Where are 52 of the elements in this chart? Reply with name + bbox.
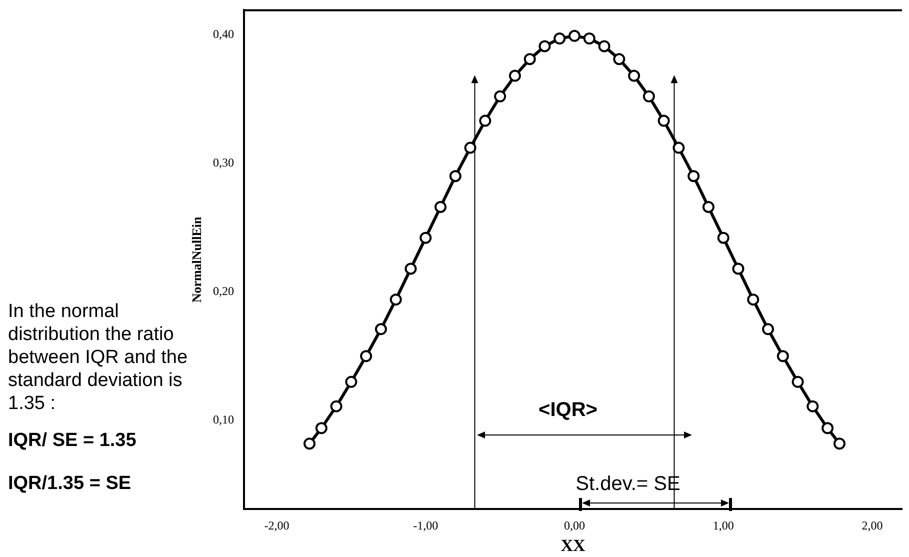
point <box>583 32 596 44</box>
point <box>822 422 834 434</box>
point <box>434 200 447 213</box>
x-axis-title: XX <box>560 536 586 556</box>
point <box>374 323 387 336</box>
point <box>833 438 846 450</box>
point <box>330 400 342 412</box>
point <box>345 376 358 388</box>
y-tick-label: 0,10 <box>213 412 234 427</box>
point <box>304 438 316 450</box>
point <box>776 350 789 362</box>
point <box>404 262 417 275</box>
point <box>658 114 670 127</box>
x-tick-label: -1,00 <box>413 518 438 533</box>
point <box>420 232 432 244</box>
y-axis-title: NormalNullEin <box>189 216 204 303</box>
point <box>554 32 566 44</box>
point <box>464 142 476 154</box>
text: In the normal distribution the ratio between IQR and the standard deviation is 1.35 : <box>8 301 188 414</box>
text: IQR/1.35 = SE <box>8 472 132 495</box>
point <box>732 262 744 275</box>
text: IQR/ SE = 1.35 <box>8 429 138 452</box>
point <box>360 350 372 362</box>
x-tick-label: -2,00 <box>264 518 290 533</box>
point <box>315 422 328 434</box>
y-tick-label: 0,30 <box>213 155 234 170</box>
point <box>508 70 521 82</box>
point <box>479 114 492 127</box>
point <box>702 200 714 213</box>
point <box>598 40 610 52</box>
y-tick-label: 0,40 <box>213 26 234 41</box>
point <box>672 142 685 154</box>
point <box>747 294 760 306</box>
point <box>688 170 700 182</box>
point <box>792 376 804 388</box>
point <box>524 53 536 66</box>
point <box>628 70 640 82</box>
point <box>538 40 551 52</box>
point <box>806 400 819 412</box>
point <box>762 323 774 336</box>
point <box>390 294 402 306</box>
x-tick-label: 2,00 <box>862 518 883 533</box>
x-tick-label: 1,00 <box>712 518 734 533</box>
point <box>494 90 506 102</box>
point <box>449 170 462 182</box>
point <box>717 232 730 244</box>
point <box>642 90 655 102</box>
point <box>613 53 626 66</box>
annotation: <IQR> <box>538 399 598 421</box>
point <box>568 30 580 42</box>
x-tick-label: 0,00 <box>564 518 585 533</box>
y-tick-label: 0,20 <box>213 284 234 298</box>
